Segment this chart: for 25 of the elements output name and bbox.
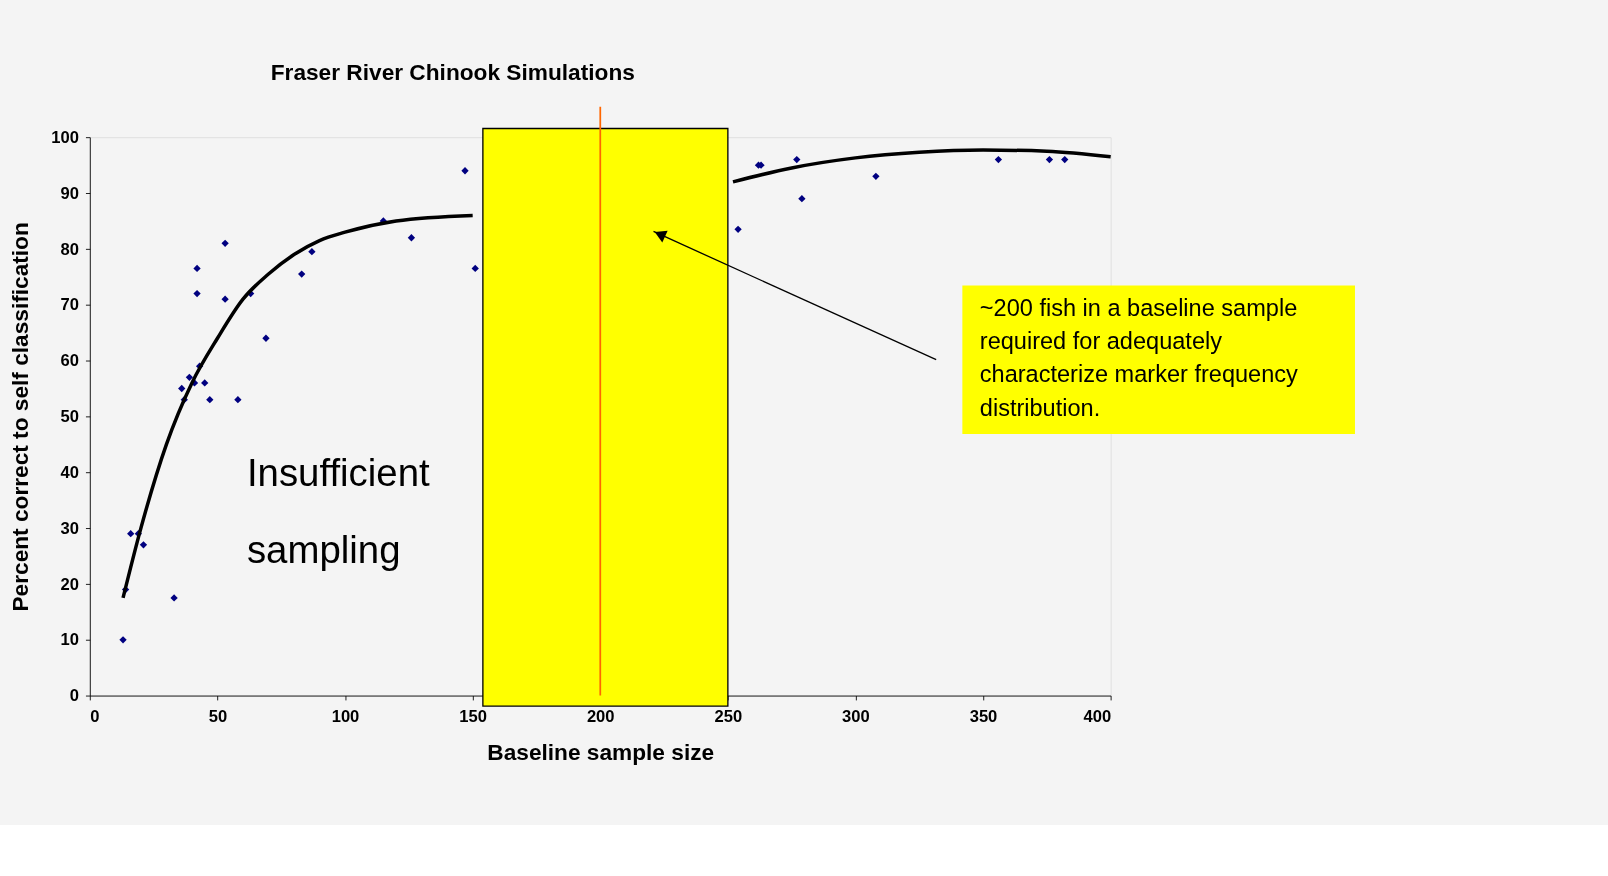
y-tick-label: 90 <box>60 183 79 203</box>
x-tick-label: 350 <box>969 707 998 727</box>
y-tick-label: 20 <box>60 574 79 594</box>
x-tick-label: 0 <box>90 707 100 727</box>
annotation: ~200 fish in a baseline sample required for adequately characterize marker frequency distribution. <box>979 295 1299 421</box>
x-tick-label: 300 <box>842 707 870 727</box>
y-axis-title: Percent correct to self classification <box>6 222 33 612</box>
x-tick-label: 200 <box>586 707 615 727</box>
y-tick-label: 10 <box>60 630 79 650</box>
y-tick-label: 100 <box>51 127 79 147</box>
y-tick-label: 0 <box>69 686 79 706</box>
x-tick-label: 50 <box>208 707 228 727</box>
x-tick-label: 100 <box>331 707 360 727</box>
y-tick-label: 60 <box>60 351 79 371</box>
x-tick-label: 250 <box>714 707 743 727</box>
y-tick-label: 80 <box>60 239 79 259</box>
x-axis-title: Baseline sample size <box>487 738 715 765</box>
chart-title: Fraser River Chinook Simulations <box>270 58 635 85</box>
annotation: Insufficient sampling <box>246 451 430 571</box>
y-tick-label: 30 <box>60 518 79 538</box>
y-tick-label: 50 <box>60 407 79 427</box>
x-tick-label: 150 <box>459 707 487 727</box>
y-tick-label: 40 <box>60 462 79 482</box>
y-tick-label: 70 <box>60 295 79 315</box>
x-tick-label: 400 <box>1083 707 1112 727</box>
